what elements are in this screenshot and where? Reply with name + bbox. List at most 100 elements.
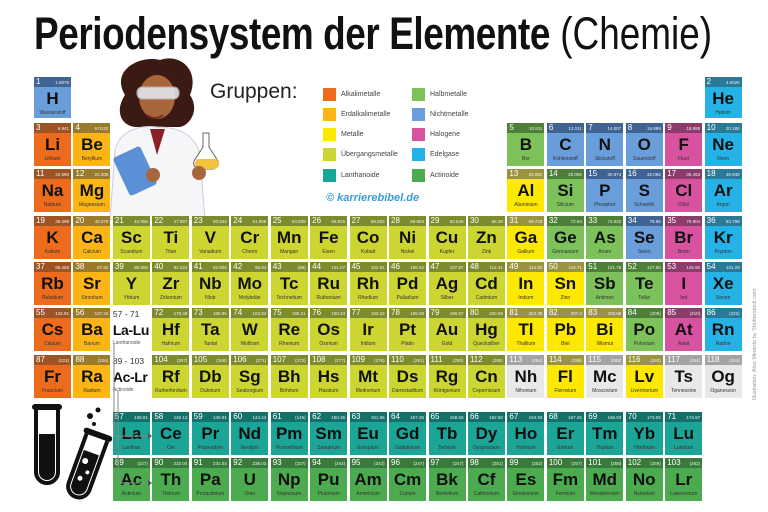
element-cell-gd[interactable]: 64 157.25 Gd Gadolinium <box>389 412 427 455</box>
element-cell-po[interactable]: 84 (209) Po Polonium <box>625 308 663 351</box>
element-cell-db[interactable]: 105 (268) Db Dubnium <box>191 355 229 398</box>
element-cell-os[interactable]: 76 190.23 Os Osmium <box>310 308 348 351</box>
element-cell-ac[interactable]: 89 (227) Ac Actinium <box>112 458 150 501</box>
element-cell-eu[interactable]: 63 151.96 Eu Europium <box>349 412 387 455</box>
element-cell-li[interactable]: 3 6.941 Li Lithium <box>34 123 71 166</box>
element-cell-ba[interactable]: 56 137.33 Ba Barium <box>73 308 111 351</box>
element-cell-o[interactable]: 8 15.999 O Sauerstoff <box>625 123 663 166</box>
element-cell-yb[interactable]: 70 173.05 Yb Ytterbium <box>625 412 663 455</box>
element-cell-pt[interactable]: 78 195.08 Pt Platin <box>389 308 427 351</box>
element-cell-ta[interactable]: 73 180.95 Ta Tantal <box>191 308 229 351</box>
element-cell-cu[interactable]: 29 63.546 Cu Kupfer <box>428 216 466 259</box>
element-cell-th[interactable]: 90 232.04 Th Thorium <box>152 458 190 501</box>
element-cell-pa[interactable]: 91 231.04 Pa Protactinium <box>191 458 229 501</box>
element-cell-sn[interactable]: 50 118.71 Sn Zinn <box>546 262 584 305</box>
element-cell-pd[interactable]: 46 106.42 Pd Palladium <box>389 262 427 305</box>
element-cell-la[interactable]: 57 138.91 La Lanthan <box>112 412 150 455</box>
element-cell-i[interactable]: 53 126.90 I Iod <box>665 262 703 305</box>
element-cell-np[interactable]: 93 (237) Np Neptunium <box>270 458 308 501</box>
element-cell-bh[interactable]: 107 (272) Bh Bohrium <box>270 355 308 398</box>
element-cell-k[interactable]: 19 39.098 K Kalium <box>34 216 71 259</box>
element-cell-ga[interactable]: 31 69.723 Ga Gallium <box>507 216 545 259</box>
element-cell-be[interactable]: 4 9.0122 Be Beryllium <box>73 123 111 166</box>
element-cell-og[interactable]: 118 (294) Og Oganesson <box>704 355 742 398</box>
element-cell-fm[interactable]: 100 (257) Fm Fermium <box>546 458 584 501</box>
element-cell-sm[interactable]: 62 150.36 Sm Samarium <box>310 412 348 455</box>
element-cell-al[interactable]: 13 26.982 Al Aluminium <box>507 169 545 212</box>
element-cell-y[interactable]: 39 88.906 Y Yttrium <box>112 262 150 305</box>
element-cell-ds[interactable]: 110 (281) Ds Darmstadtium <box>389 355 427 398</box>
element-cell-ru[interactable]: 44 101.07 Ru Ruthenium <box>310 262 348 305</box>
element-cell-zn[interactable]: 30 65.39 Zn Zink <box>467 216 505 259</box>
element-cell-mg[interactable]: 12 24.305 Mg Magnesium <box>73 169 111 212</box>
element-cell-n[interactable]: 7 14.007 N Stickstoff <box>586 123 624 166</box>
element-cell-h[interactable]: 1 1.0079 H Wasserstoff <box>34 77 71 118</box>
element-cell-v[interactable]: 23 50.942 V Vanadium <box>191 216 229 259</box>
element-cell-mo[interactable]: 42 95.94 Mo Molybdän <box>231 262 269 305</box>
element-cell-na[interactable]: 11 22.990 Na Natrium <box>34 169 71 212</box>
element-cell-s[interactable]: 16 32.065 S Schwefel <box>625 169 663 212</box>
element-cell-in[interactable]: 49 114.82 In Indium <box>507 262 545 305</box>
element-cell-no[interactable]: 102 (259) No Nobelium <box>625 458 663 501</box>
element-cell-br[interactable]: 35 79.904 Br Brom <box>665 216 703 259</box>
element-cell-c[interactable]: 6 12.011 C Kohlenstoff <box>546 123 584 166</box>
element-cell-hg[interactable]: 80 200.59 Hg Quecksilber <box>467 308 505 351</box>
element-cell-p[interactable]: 15 30.974 P Phosphor <box>586 169 624 212</box>
element-cell-lr[interactable]: 103 (262) Lr Lawrencium <box>665 458 703 501</box>
element-cell-nd[interactable]: 60 144.24 Nd Neodym <box>231 412 269 455</box>
element-cell-cn[interactable]: 112 (285) Cn Copernicium <box>467 355 505 398</box>
element-cell-se[interactable]: 34 78.96 Se Selen <box>625 216 663 259</box>
element-cell-ho[interactable]: 67 164.93 Ho Holmium <box>507 412 545 455</box>
element-cell-cs[interactable]: 55 132.91 Cs Cäsium <box>34 308 71 351</box>
element-cell-cr[interactable]: 24 51.996 Cr Chrom <box>231 216 269 259</box>
element-cell-ce[interactable]: 58 140.12 Ce Cer <box>152 412 190 455</box>
element-cell-ni[interactable]: 28 58.693 Ni Nickel <box>389 216 427 259</box>
element-cell-mc[interactable]: 115 (288) Mc Moscovium <box>586 355 624 398</box>
element-cell-sg[interactable]: 106 (271) Sg Seaborgium <box>231 355 269 398</box>
element-cell-pm[interactable]: 61 (145) Pm Promethium <box>270 412 308 455</box>
element-cell-cf[interactable]: 98 (251) Cf Californium <box>467 458 505 501</box>
element-cell-hf[interactable]: 72 178.49 Hf Hafnium <box>152 308 190 351</box>
element-cell-kr[interactable]: 36 83.798 Kr Krypton <box>704 216 742 259</box>
element-cell-sb[interactable]: 51 121.76 Sb Antimon <box>586 262 624 305</box>
element-cell-tl[interactable]: 81 204.38 Tl Thallium <box>507 308 545 351</box>
element-cell-cd[interactable]: 48 112.41 Cd Cadmium <box>467 262 505 305</box>
element-cell-nh[interactable]: 113 (284) Nh Nihonium <box>507 355 545 398</box>
element-cell-ge[interactable]: 32 72.64 Ge Germanium <box>546 216 584 259</box>
element-cell-mn[interactable]: 25 54.938 Mn Mangan <box>270 216 308 259</box>
element-cell-md[interactable]: 101 (258) Md Mendelevium <box>586 458 624 501</box>
element-cell-te[interactable]: 52 127.60 Te Tellur <box>625 262 663 305</box>
element-cell-pb[interactable]: 82 207.2 Pb Blei <box>546 308 584 351</box>
element-cell-ts[interactable]: 117 (294) Ts Tennessine <box>665 355 703 398</box>
element-cell-si[interactable]: 14 28.086 Si Silicium <box>546 169 584 212</box>
element-cell-zr[interactable]: 40 91.224 Zr Zirkonium <box>152 262 190 305</box>
element-cell-ne[interactable]: 10 20.180 Ne Neon <box>704 123 742 166</box>
element-cell-mt[interactable]: 109 (276) Mt Meitnerium <box>349 355 387 398</box>
element-cell-pr[interactable]: 59 140.91 Pr Praseodym <box>191 412 229 455</box>
element-cell-dy[interactable]: 66 162.50 Dy Dysprosium <box>467 412 505 455</box>
element-cell-re[interactable]: 75 186.21 Re Rhenium <box>270 308 308 351</box>
element-cell-bi[interactable]: 83 208.98 Bi Wismut <box>586 308 624 351</box>
element-cell-rg[interactable]: 111 (280) Rg Röntgenium <box>428 355 466 398</box>
element-cell-u[interactable]: 92 238.03 U Uran <box>231 458 269 501</box>
element-cell-ar[interactable]: 18 39.948 Ar Argon <box>704 169 742 212</box>
element-cell-lu[interactable]: 71 174.97 Lu Lutetium <box>665 412 703 455</box>
element-cell-ir[interactable]: 77 192.22 Ir Iridium <box>349 308 387 351</box>
element-cell-f[interactable]: 9 18.998 F Fluor <box>665 123 703 166</box>
element-cell-tc[interactable]: 43 (98) Tc Technetium <box>270 262 308 305</box>
element-cell-ti[interactable]: 22 47.867 Ti Titan <box>152 216 190 259</box>
element-cell-ca[interactable]: 20 40.078 Ca Calcium <box>73 216 111 259</box>
element-cell-es[interactable]: 99 (252) Es Einsteinium <box>507 458 545 501</box>
element-cell-hs[interactable]: 108 (277) Hs Hassium <box>310 355 348 398</box>
element-cell-er[interactable]: 68 167.26 Er Erbium <box>546 412 584 455</box>
element-cell-co[interactable]: 27 58.933 Co Kobalt <box>349 216 387 259</box>
element-cell-tb[interactable]: 65 158.93 Tb Terbium <box>428 412 466 455</box>
element-cell-ra[interactable]: 88 (226) Ra Radium <box>73 355 111 398</box>
element-cell-cl[interactable]: 17 35.453 Cl Chlor <box>665 169 703 212</box>
element-cell-rb[interactable]: 37 85.468 Rb Rubidium <box>34 262 71 305</box>
element-cell-am[interactable]: 95 (243) Am Americium <box>349 458 387 501</box>
element-cell-fe[interactable]: 26 55.845 Fe Eisen <box>310 216 348 259</box>
element-cell-pu[interactable]: 94 (244) Pu Plutonium <box>310 458 348 501</box>
element-cell-w[interactable]: 74 183.84 W Wolfram <box>231 308 269 351</box>
element-cell-rn[interactable]: 86 (222) Rn Radon <box>704 308 742 351</box>
